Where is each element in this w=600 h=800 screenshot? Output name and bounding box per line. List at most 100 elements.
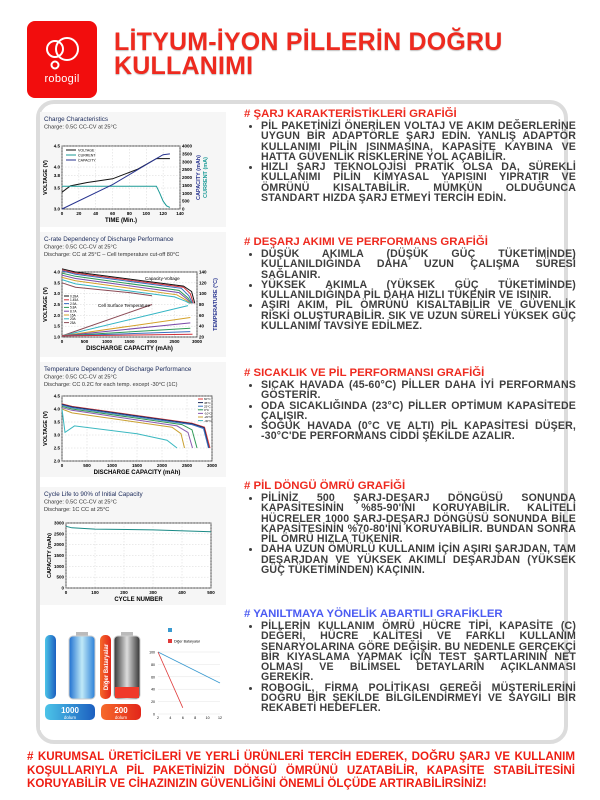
bullet: SOĞUK HAVADA (0°C VE ALTI) PİL KAPASİTES… — [261, 421, 576, 442]
x-tick-label: 500 — [83, 463, 91, 468]
battery-low-level — [115, 687, 139, 698]
x-tick-label: 2 — [157, 716, 159, 720]
y-tick-label: 2.5 — [54, 302, 61, 307]
series-line — [61, 274, 192, 304]
y-tick-label: 4.0 — [54, 165, 61, 170]
y-tick-label: 3000 — [54, 521, 65, 526]
chart-subtitle: Charge: 0.5C CC-CV at 25°C — [44, 500, 117, 506]
legend-label: CURRENT — [78, 154, 96, 158]
battery-side-band — [100, 635, 111, 699]
legend-label: VOLTAGE — [78, 149, 95, 153]
section-heading: # DEŞARJ AKIMI VE PERFORMANS GRAFİĞİ — [244, 236, 488, 248]
legend-label: 20A — [70, 317, 77, 321]
legend-label: 2.9A — [70, 302, 77, 306]
ours-badge — [45, 704, 95, 720]
chart-subtitle: Charge: 0.5C CC-CV at 25°C — [44, 245, 117, 251]
y2-tick-label: 140 — [199, 270, 207, 275]
battery-full-icon — [68, 635, 96, 700]
y-tick-label: 1.5 — [54, 324, 61, 329]
charge-characteristics-chart: Charge Characteristics Charge: 0.5C CC-CV… — [40, 112, 226, 227]
x-tick-label: 60 — [110, 211, 116, 216]
series-line — [61, 327, 191, 337]
y2-tick-label: 100 — [199, 291, 207, 296]
section-misleading: # YANILTMAYA YÖNELİK ABARTILI GRAFİKLER … — [244, 608, 576, 714]
legend-swatch — [168, 639, 172, 643]
y-tick-label: 4.5 — [54, 144, 61, 149]
y-tick-label: 1.0 — [54, 335, 61, 340]
x-tick-label: 80 — [127, 211, 133, 216]
c-rate-discharge-chart: C-rate Dependency of Discharge Performan… — [40, 232, 226, 357]
y-tick-label: 3.8 — [54, 173, 61, 178]
other-unit: dolum — [115, 715, 128, 720]
x-tick-label: 1000 — [102, 339, 113, 344]
y-axis-label: VOLTAGE (V) — [43, 287, 49, 322]
x-tick-label: 1500 — [132, 463, 143, 468]
legend-label: 25A — [70, 321, 77, 325]
y-tick-label: 0 — [61, 586, 64, 591]
cycle-life-chart: Cycle Life to 90% of Initial Capacity Cha… — [40, 487, 226, 605]
legend-label: 8.7A — [70, 310, 77, 314]
other-count: 200 — [114, 706, 128, 715]
y-tick-label: 4.0 — [54, 270, 61, 275]
y-tick-label: 1500 — [54, 553, 65, 558]
x-tick-label: 4 — [169, 716, 171, 720]
y-tick-label: 0 — [153, 713, 155, 717]
x-tick-label: 40 — [93, 211, 99, 216]
y-tick-label: 60 — [151, 675, 155, 679]
section-charge: # ŞARJ KARAKTERİSTİKLERİ GRAFİĞİ PİL PAK… — [244, 108, 576, 203]
legend-label: -20°C — [204, 415, 213, 419]
y-tick-label: 80 — [151, 663, 155, 667]
x-tick-label: 120 — [159, 211, 167, 216]
page-title: LİTYUM-İYON PİLLERİN DOĞRU KULLANIMI — [114, 28, 503, 80]
series-line — [61, 408, 185, 449]
y2-tick-label: 80 — [199, 302, 205, 307]
x-tick-label: 8 — [194, 716, 196, 720]
chart-title: Temperature Dependency of Discharge Perf… — [44, 366, 192, 373]
x-tick-label: 2000 — [157, 463, 168, 468]
x-tick-label: 1500 — [124, 339, 135, 344]
y-tick-label: 3.5 — [54, 420, 61, 425]
footer-note: # KURUMSAL ÜRETİCİLERİ VE YERLİ ÜRÜNLERİ… — [27, 750, 575, 790]
annotation: Cell Surface Temperature — [98, 303, 150, 308]
temperature-discharge-chart: Temperature Dependency of Discharge Perf… — [40, 362, 226, 477]
bullet: PİL PAKETİNİZİ ÖNERİLEN VOLTAJ VE AKIM D… — [261, 121, 576, 163]
legend-label: CAPACITY — [78, 159, 96, 163]
y-tick-label: 3.5 — [54, 186, 61, 191]
section-discharge: # DEŞARJ AKIMI VE PERFORMANS GRAFİĞİ DÜŞ… — [244, 236, 576, 331]
other-batteries-label: Diğer Bataryalar — [104, 643, 110, 690]
y-tick-label: 2.5 — [54, 446, 61, 451]
y2-axis-label: CURRENT (mA) — [203, 157, 209, 198]
x-axis-label: TIME (Min.) — [105, 218, 137, 224]
x-tick-label: 3000 — [192, 339, 203, 344]
section-temperature: # SICAKLIK VE PİL PERFORMANSI GRAFİĞİ SI… — [244, 367, 576, 442]
x-tick-label: 12 — [218, 716, 222, 720]
series-line — [61, 322, 191, 337]
x-tick-label: 400 — [178, 590, 186, 595]
legend-label: -30°C — [204, 419, 213, 423]
y2-tick-label: 3000 — [182, 159, 193, 164]
series-line — [61, 317, 191, 337]
section-heading: # SICAKLIK VE PİL PERFORMANSI GRAFİĞİ — [244, 367, 485, 379]
x-tick-label: 10 — [206, 716, 210, 720]
other-badge — [101, 704, 141, 720]
bullet: AŞIRI AKIM, PİL ÖMRÜNÜ KISALTABİLİR VE G… — [261, 300, 576, 331]
y-tick-label: 3.5 — [54, 280, 61, 285]
logo-text: robogil — [44, 73, 80, 85]
series-line — [61, 408, 178, 449]
y-axis-label: VOLTAGE (V) — [43, 160, 49, 195]
y2-tick-label: 0 — [182, 207, 185, 212]
series-line — [61, 403, 210, 449]
bullet: DÜŞÜK AKIMLA (DÜŞÜK GÜÇ TÜKETİMİNDE) KUL… — [261, 249, 576, 280]
series-line — [61, 276, 191, 304]
series-line — [61, 407, 193, 449]
y-tick-label: 1000 — [54, 564, 65, 569]
chart-subtitle: Discharge: 1C CC at 25°C — [44, 507, 109, 513]
y2-tick-label: 2500 — [182, 167, 193, 172]
x-tick-label: 6 — [182, 716, 184, 720]
annotation: Capacity-Voltage — [145, 276, 180, 281]
bullet: PİLİNİZ 500 ŞARJ-DEŞARJ DÖNGÜSÜ SONUNDA … — [261, 493, 576, 545]
y2-tick-label: 40 — [199, 324, 205, 329]
series-line — [61, 272, 193, 304]
y2-tick-label: 20 — [199, 335, 205, 340]
series-line — [61, 268, 196, 304]
